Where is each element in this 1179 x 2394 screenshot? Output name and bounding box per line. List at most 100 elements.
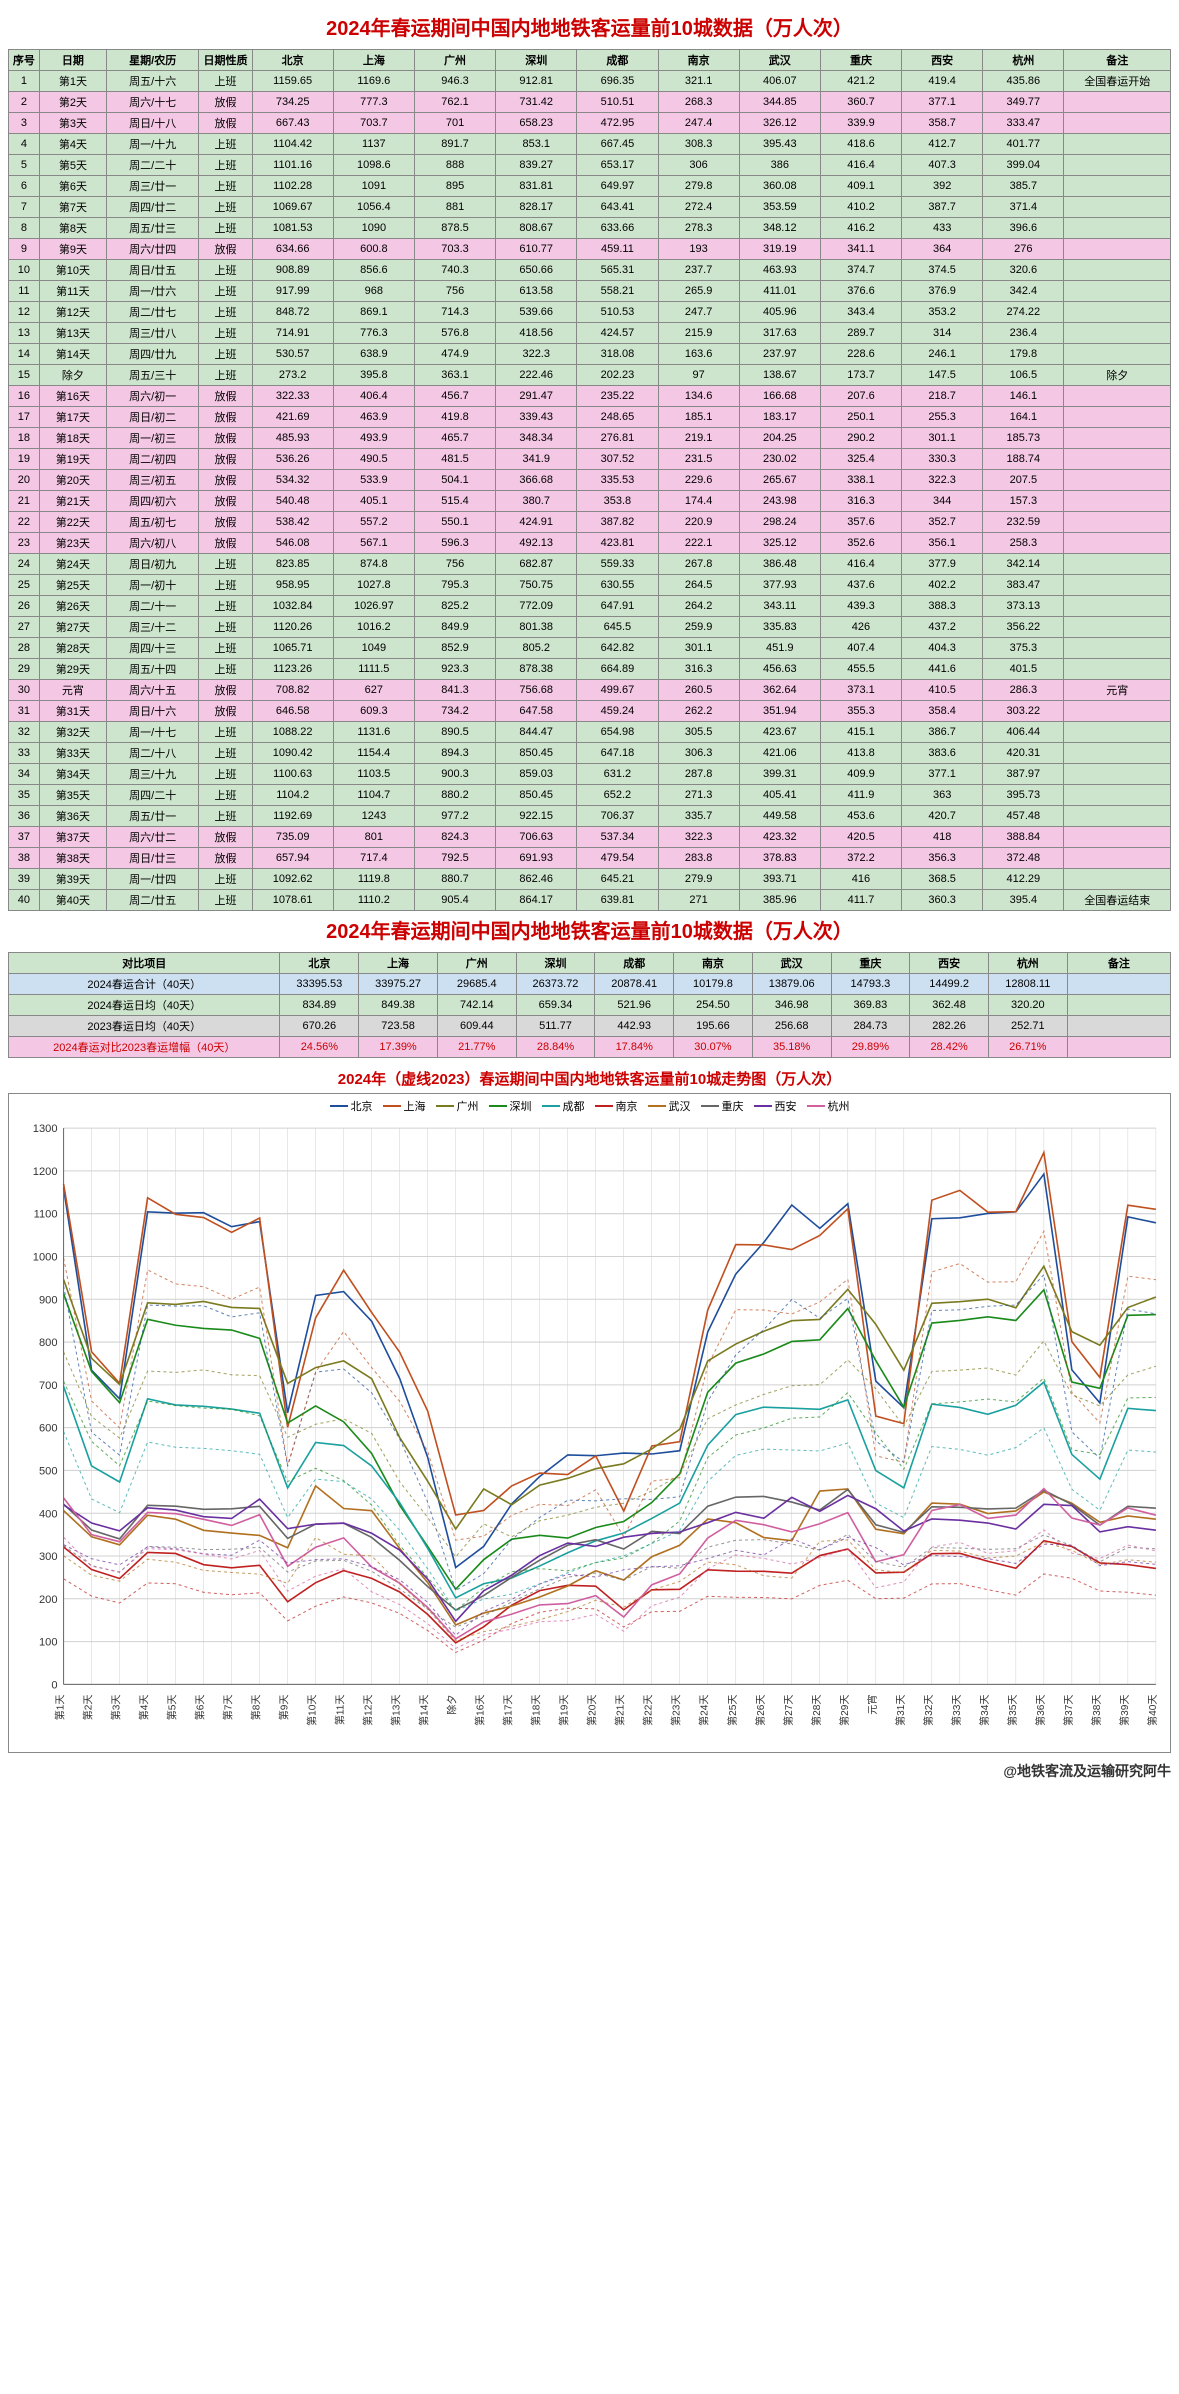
legend-item: 杭州 xyxy=(807,1098,850,1114)
table-row: 36第36天周五/廿一上班1192.691243977.2922.15706.3… xyxy=(9,806,1171,827)
col-header: 日期 xyxy=(39,50,106,71)
svg-text:200: 200 xyxy=(39,1594,58,1606)
svg-text:300: 300 xyxy=(39,1551,58,1563)
table-row: 16第16天周六/初一放假322.33406.4456.7291.47235.2… xyxy=(9,386,1171,407)
table-row: 19第19天周二/初四放假536.26490.5481.5341.9307.52… xyxy=(9,449,1171,470)
summary-header: 对比项目北京上海广州深圳成都南京武汉重庆西安杭州备注 xyxy=(9,953,1171,974)
col-header: 序号 xyxy=(9,50,40,71)
svg-text:第7天: 第7天 xyxy=(222,1694,235,1720)
svg-text:第31天: 第31天 xyxy=(894,1694,907,1725)
svg-text:400: 400 xyxy=(39,1508,58,1520)
table-row: 10第10天周日/廿五上班908.89856.6740.3650.66565.3… xyxy=(9,260,1171,281)
col-header: 星期/农历 xyxy=(106,50,198,71)
legend-item: 深圳 xyxy=(489,1098,532,1114)
table-row: 24第24天周日/初九上班823.85874.8756682.87559.332… xyxy=(9,554,1171,575)
main-title: 2024年春运期间中国内地地铁客运量前10城数据（万人次） xyxy=(8,12,1171,41)
legend-item: 北京 xyxy=(330,1098,373,1114)
svg-text:第39天: 第39天 xyxy=(1118,1694,1131,1725)
svg-text:第9天: 第9天 xyxy=(278,1694,291,1720)
col-header: 上海 xyxy=(333,50,414,71)
col-header: 日期性质 xyxy=(199,50,252,71)
col-header: 西安 xyxy=(902,50,983,71)
table-row: 29第29天周五/十四上班1123.261111.5923.3878.38664… xyxy=(9,659,1171,680)
table-row: 28第28天周四/十三上班1065.711049852.9805.2642.82… xyxy=(9,638,1171,659)
table-header: 序号日期星期/农历日期性质北京上海广州深圳成都南京武汉重庆西安杭州备注 xyxy=(9,50,1171,71)
table-row: 17第17天周日/初二放假421.69463.9419.8339.43248.6… xyxy=(9,407,1171,428)
svg-text:第34天: 第34天 xyxy=(978,1694,991,1725)
svg-text:第32天: 第32天 xyxy=(922,1694,935,1725)
svg-text:第8天: 第8天 xyxy=(250,1694,263,1720)
table-row: 20第20天周三/初五放假534.32533.9504.1366.68335.5… xyxy=(9,470,1171,491)
svg-text:元宵: 元宵 xyxy=(866,1694,879,1714)
trend-chart: 北京上海广州深圳成都南京武汉重庆西安杭州 0100200300400500600… xyxy=(8,1093,1171,1753)
svg-text:第25天: 第25天 xyxy=(726,1694,739,1725)
table-row: 14第14天周四/廿九上班530.57638.9474.9322.3318.08… xyxy=(9,344,1171,365)
table-row: 18第18天周一/初三放假485.93493.9465.7348.34276.8… xyxy=(9,428,1171,449)
svg-text:第33天: 第33天 xyxy=(950,1694,963,1725)
table-row: 30元宵周六/十五放假708.82627841.3756.68499.67260… xyxy=(9,680,1171,701)
svg-text:第22天: 第22天 xyxy=(642,1694,655,1725)
daily-table: 序号日期星期/农历日期性质北京上海广州深圳成都南京武汉重庆西安杭州备注 1第1天… xyxy=(8,49,1171,911)
table-row: 22第22天周五/初七放假538.42557.2550.1424.91387.8… xyxy=(9,512,1171,533)
svg-text:第5天: 第5天 xyxy=(166,1694,179,1720)
svg-text:第38天: 第38天 xyxy=(1090,1694,1103,1725)
col-header: 广州 xyxy=(414,50,495,71)
table-row: 5第5天周二/二十上班1101.161098.6888839.27653.173… xyxy=(9,155,1171,176)
summary-row: 2024春运日均（40天）834.89849.38742.14659.34521… xyxy=(9,995,1171,1016)
svg-text:1100: 1100 xyxy=(34,1209,58,1221)
svg-text:第11天: 第11天 xyxy=(334,1694,347,1725)
summary-row: 2023春运日均（40天）670.26723.58609.44511.77442… xyxy=(9,1016,1171,1037)
svg-text:第28天: 第28天 xyxy=(810,1694,823,1725)
summary-row: 2024春运合计（40天）33395.5333975.2729685.42637… xyxy=(9,974,1171,995)
table-row: 23第23天周六/初八放假546.08567.1596.3492.13423.8… xyxy=(9,533,1171,554)
table-row: 6第6天周三/廿一上班1102.281091895831.81649.97279… xyxy=(9,176,1171,197)
table-row: 33第33天周二/十八上班1090.421154.4894.3850.45647… xyxy=(9,743,1171,764)
svg-text:1300: 1300 xyxy=(33,1123,58,1135)
table-row: 8第8天周五/廿三上班1081.531090878.5808.67633.662… xyxy=(9,218,1171,239)
svg-text:800: 800 xyxy=(39,1337,58,1349)
col-header: 杭州 xyxy=(983,50,1064,71)
table-row: 11第11天周一/廿六上班917.99968756613.58558.21265… xyxy=(9,281,1171,302)
svg-text:1200: 1200 xyxy=(33,1166,58,1178)
legend-item: 武汉 xyxy=(648,1098,691,1114)
svg-text:第6天: 第6天 xyxy=(194,1694,207,1720)
col-header: 深圳 xyxy=(496,50,577,71)
svg-text:除夕: 除夕 xyxy=(446,1694,459,1714)
legend-item: 南京 xyxy=(595,1098,638,1114)
col-header: 北京 xyxy=(252,50,333,71)
col-header: 备注 xyxy=(1064,50,1171,71)
table-row: 2第2天周六/十七放假734.25777.3762.1731.42510.512… xyxy=(9,92,1171,113)
table-row: 1第1天周五/十六上班1159.651169.6946.3912.81696.3… xyxy=(9,71,1171,92)
legend-item: 成都 xyxy=(542,1098,585,1114)
table-row: 3第3天周日/十八放假667.43703.7701658.23472.95247… xyxy=(9,113,1171,134)
legend-item: 广州 xyxy=(436,1098,479,1114)
svg-text:第37天: 第37天 xyxy=(1062,1694,1075,1725)
table-row: 35第35天周四/二十上班1104.21104.7880.2850.45652.… xyxy=(9,785,1171,806)
table-row: 26第26天周二/十一上班1032.841026.97825.2772.0964… xyxy=(9,596,1171,617)
table-row: 34第34天周三/十九上班1100.631103.5900.3859.03631… xyxy=(9,764,1171,785)
table-row: 13第13天周三/廿八上班714.91776.3576.8418.56424.5… xyxy=(9,323,1171,344)
table-row: 12第12天周二/廿七上班848.72869.1714.3539.66510.5… xyxy=(9,302,1171,323)
svg-text:700: 700 xyxy=(39,1380,58,1392)
table-row: 39第39天周一/廿四上班1092.621119.8880.7862.46645… xyxy=(9,869,1171,890)
svg-text:第14天: 第14天 xyxy=(418,1694,431,1725)
col-header: 成都 xyxy=(577,50,658,71)
chart-title: 2024年（虚线2023）春运期间中国内地地铁客运量前10城走势图（万人次） xyxy=(8,1068,1171,1089)
svg-text:第19天: 第19天 xyxy=(558,1694,571,1725)
svg-text:第21天: 第21天 xyxy=(614,1694,627,1725)
legend-item: 西安 xyxy=(754,1098,797,1114)
svg-text:600: 600 xyxy=(39,1423,58,1435)
svg-text:第10天: 第10天 xyxy=(306,1694,319,1725)
svg-text:第27天: 第27天 xyxy=(782,1694,795,1725)
col-header: 南京 xyxy=(658,50,739,71)
legend-item: 重庆 xyxy=(701,1098,744,1114)
svg-text:第26天: 第26天 xyxy=(754,1694,767,1725)
summary-title: 2024年春运期间中国内地地铁客运量前10城数据（万人次） xyxy=(8,915,1171,944)
table-row: 15除夕周五/三十上班273.2395.8363.1222.46202.2397… xyxy=(9,365,1171,386)
col-header: 武汉 xyxy=(739,50,820,71)
svg-text:0: 0 xyxy=(51,1679,57,1691)
table-row: 7第7天周四/廿二上班1069.671056.4881828.17643.412… xyxy=(9,197,1171,218)
svg-text:第4天: 第4天 xyxy=(138,1694,151,1720)
legend-item: 上海 xyxy=(383,1098,426,1114)
footer-credit: @地铁客流及运输研究阿牛 xyxy=(8,1761,1171,1781)
